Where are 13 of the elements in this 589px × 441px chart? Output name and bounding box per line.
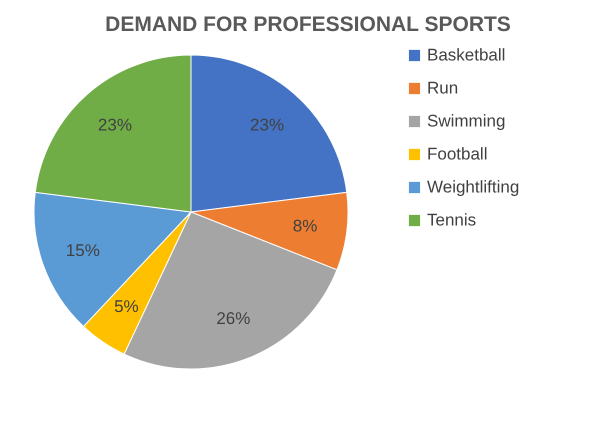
- legend-label: Basketball: [427, 46, 506, 64]
- chart-title: DEMAND FOR PROFESSIONAL SPORTS: [105, 13, 511, 36]
- data-label: 26%: [216, 308, 250, 328]
- data-label: 8%: [292, 216, 318, 236]
- legend-label: Football: [427, 144, 488, 164]
- data-label: 23%: [250, 116, 284, 135]
- legend-label: Run: [427, 78, 458, 98]
- legend-label: Swimming: [427, 112, 506, 130]
- legend-label: Weightlifting: [427, 178, 520, 196]
- data-label: 23%: [98, 116, 132, 135]
- data-label: 5%: [114, 297, 139, 316]
- data-label: 15%: [66, 240, 100, 260]
- legend-label: Tennis: [427, 210, 476, 230]
